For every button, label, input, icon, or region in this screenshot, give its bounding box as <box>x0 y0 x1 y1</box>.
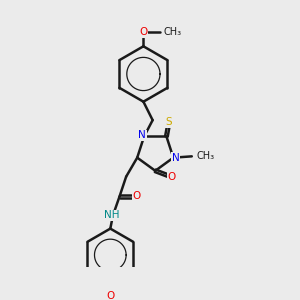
Text: S: S <box>166 117 172 127</box>
Text: CH₃: CH₃ <box>164 27 182 37</box>
Text: N: N <box>172 153 179 163</box>
Text: O: O <box>139 27 148 37</box>
Text: N: N <box>138 130 146 140</box>
Text: O: O <box>133 191 141 201</box>
Text: CH₃: CH₃ <box>196 151 215 161</box>
Text: O: O <box>106 291 114 300</box>
Text: O: O <box>168 172 176 182</box>
Text: NH: NH <box>104 210 119 220</box>
